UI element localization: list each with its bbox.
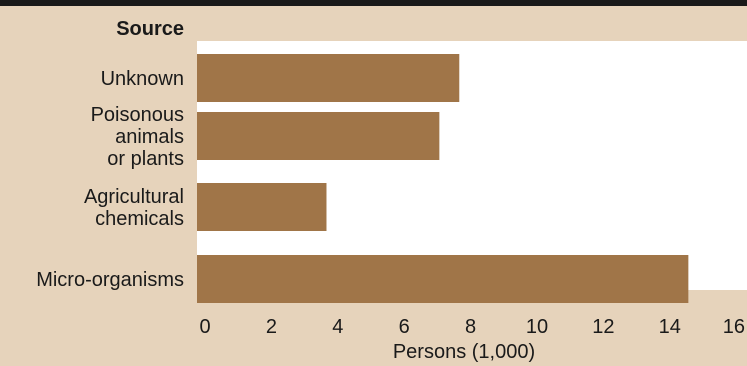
category-labels-group: Unknown Poisonous animals or plants Agricult… <box>36 68 184 291</box>
x-tick-label: 16 <box>723 316 745 338</box>
bar <box>197 54 460 102</box>
x-tick-label: 12 <box>592 316 614 338</box>
category-label: Poisonous animals or plants <box>91 104 184 170</box>
top-band <box>0 0 747 6</box>
bar <box>197 255 689 303</box>
x-tick-label: 14 <box>659 316 681 338</box>
x-tick-label: 8 <box>465 316 476 338</box>
x-tick-label: 4 <box>332 316 343 338</box>
x-tick-label: 10 <box>526 316 548 338</box>
source-column-title: Source <box>116 18 184 40</box>
x-axis-title: Persons (1,000) <box>393 341 535 363</box>
category-label: Agricultural chemicals <box>84 186 184 230</box>
x-tick-label: 2 <box>266 316 277 338</box>
x-tick-label: 6 <box>399 316 410 338</box>
bars-group <box>197 54 689 303</box>
bar <box>197 112 440 160</box>
bar <box>197 183 327 231</box>
category-label: Micro-organisms <box>36 269 184 291</box>
x-tick-labels-group: 0 2 4 6 8 10 12 14 16 <box>199 316 745 338</box>
x-tick-label: 0 <box>199 316 210 338</box>
category-label: Unknown <box>101 68 184 90</box>
